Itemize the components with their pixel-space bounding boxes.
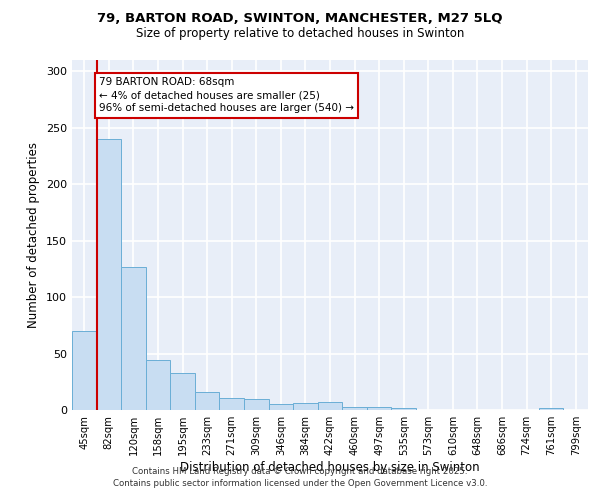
Bar xyxy=(121,266,146,410)
X-axis label: Distribution of detached houses by size in Swinton: Distribution of detached houses by size … xyxy=(180,461,480,474)
Text: 79, BARTON ROAD, SWINTON, MANCHESTER, M27 5LQ: 79, BARTON ROAD, SWINTON, MANCHESTER, M2… xyxy=(97,12,503,26)
Bar xyxy=(72,331,97,410)
Bar xyxy=(318,402,342,410)
Bar xyxy=(391,408,416,410)
Bar xyxy=(293,403,318,410)
Bar xyxy=(539,408,563,410)
Bar xyxy=(146,360,170,410)
Bar xyxy=(244,398,269,410)
Bar xyxy=(195,392,220,410)
Bar xyxy=(170,372,195,410)
Bar xyxy=(220,398,244,410)
Bar xyxy=(269,404,293,410)
Text: Size of property relative to detached houses in Swinton: Size of property relative to detached ho… xyxy=(136,28,464,40)
Text: Contains HM Land Registry data © Crown copyright and database right 2025.
Contai: Contains HM Land Registry data © Crown c… xyxy=(113,466,487,487)
Y-axis label: Number of detached properties: Number of detached properties xyxy=(28,142,40,328)
Bar xyxy=(97,139,121,410)
Bar xyxy=(342,406,367,410)
Bar xyxy=(367,406,391,410)
Text: 79 BARTON ROAD: 68sqm
← 4% of detached houses are smaller (25)
96% of semi-detac: 79 BARTON ROAD: 68sqm ← 4% of detached h… xyxy=(99,77,354,114)
